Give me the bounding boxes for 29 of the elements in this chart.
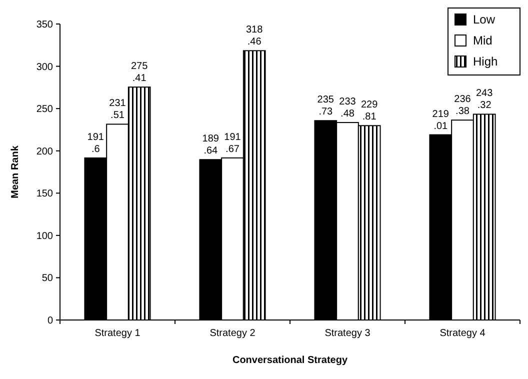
legend-label: Mid — [473, 34, 492, 48]
data-label: 189 .64 — [202, 134, 220, 157]
y-axis-title: Mean Rank — [10, 145, 21, 198]
data-label: 275 .41 — [131, 61, 148, 84]
x-tick-label: Strategy 3 — [324, 328, 371, 339]
data-label: 243 .32 — [476, 88, 494, 112]
y-tick-label: 300 — [36, 62, 54, 73]
data-label: 233 .48 — [339, 96, 356, 120]
data-label: 235 .73 — [317, 94, 334, 118]
data-label: 191 .6 — [87, 132, 104, 155]
x-axis-title: Conversational Strategy — [232, 355, 348, 366]
y-tick-label: 250 — [36, 104, 54, 116]
y-tick-label: 100 — [36, 230, 54, 242]
data-label: 229 .81 — [361, 100, 378, 123]
x-tick-label: Strategy 2 — [210, 328, 256, 339]
y-tick-label: 150 — [36, 188, 54, 200]
data-label: 236 .38 — [454, 94, 472, 118]
x-tick-label: Strategy 4 — [440, 328, 486, 339]
y-tick-label: 0 — [47, 316, 54, 326]
y-tick-label: 200 — [36, 146, 54, 158]
y-tick-label: 50 — [42, 273, 54, 284]
data-label: 231 .51 — [109, 98, 126, 122]
legend-label: Low — [473, 12, 496, 27]
x-tick-label: Strategy 1 — [94, 328, 141, 339]
legend-label: High — [473, 54, 498, 69]
data-label: 191 .67 — [224, 132, 242, 155]
y-tick-label: 350 — [36, 20, 54, 30]
data-label: 318 .46 — [246, 24, 264, 48]
data-label: 219 .01 — [432, 108, 450, 132]
